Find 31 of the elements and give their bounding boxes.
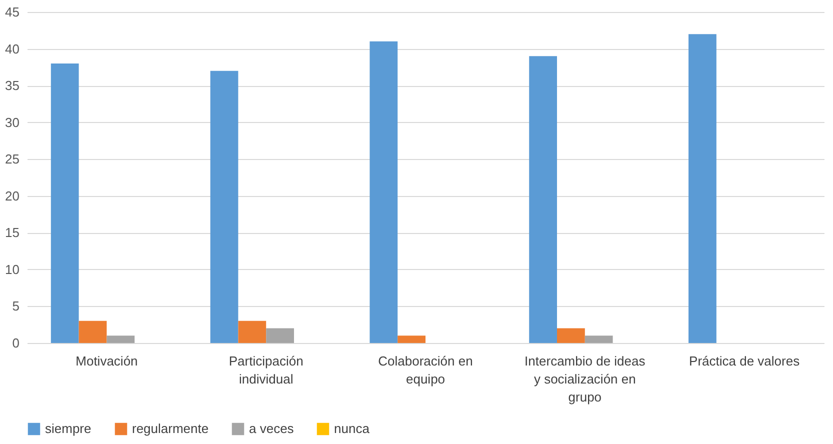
bar <box>370 41 398 343</box>
y-tick-label: 30 <box>5 114 20 130</box>
y-tick-label: 20 <box>5 188 20 204</box>
bar <box>529 56 558 343</box>
x-tick-label: Colaboración en equipo <box>378 354 473 386</box>
bar <box>78 320 107 343</box>
bar <box>688 34 716 343</box>
y-tick-label: 25 <box>5 152 20 167</box>
bar <box>266 328 294 343</box>
x-tick-label: Intercambio de ideas y socialización en grupo <box>524 354 646 404</box>
bar <box>50 63 79 343</box>
x-tick-label: Participación individual <box>228 354 304 386</box>
y-tick-label: 35 <box>5 78 20 94</box>
x-tick-label: Práctica de valores <box>689 354 800 368</box>
y-tick-label: 5 <box>12 298 20 314</box>
y-tick-label: 15 <box>5 225 20 240</box>
legend-label: a veces <box>249 421 294 436</box>
bar <box>210 70 238 343</box>
legend-label: nunca <box>334 421 370 436</box>
y-tick-label: 10 <box>5 262 20 277</box>
legend-label: siempre <box>45 421 92 436</box>
bar <box>584 336 613 343</box>
x-tick-label: Motivación <box>76 354 138 368</box>
bar <box>557 328 585 343</box>
bar <box>238 320 266 343</box>
y-tick-label: 40 <box>5 41 20 56</box>
legend-label: regularmente <box>132 421 209 436</box>
y-tick-label: 45 <box>5 4 20 20</box>
y-tick-label: 0 <box>12 336 20 350</box>
bar <box>106 336 135 343</box>
bar <box>398 336 426 343</box>
